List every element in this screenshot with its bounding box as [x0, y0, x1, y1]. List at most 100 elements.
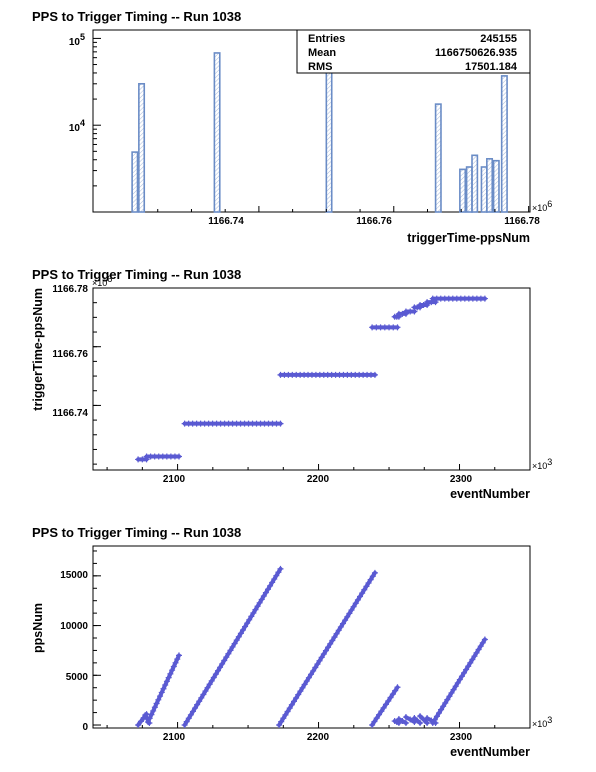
- timing-xtick-label: 2100: [163, 474, 186, 485]
- data-point: [200, 691, 207, 698]
- data-point: [158, 689, 165, 696]
- data-point: [342, 617, 349, 624]
- data-point: [376, 711, 383, 718]
- pps-xtick-label: 2100: [163, 732, 186, 743]
- data-point: [217, 664, 224, 671]
- timing-ytick-label: 1166.76: [52, 349, 88, 360]
- data-point: [288, 701, 295, 708]
- stats-box: Entries 245155 Mean 1166750626.935 RMS 1…: [296, 29, 531, 74]
- histogram-xtick-label: 1166.78: [504, 216, 540, 227]
- data-point: [231, 640, 238, 647]
- pps-xtick-label: 2200: [307, 732, 330, 743]
- data-point: [392, 687, 399, 694]
- histogram-ytick-label: 105: [69, 32, 85, 48]
- data-point: [204, 684, 211, 691]
- timing-scatter-frame: [92, 287, 531, 471]
- data-point: [339, 620, 346, 627]
- data-point: [250, 610, 257, 617]
- data-point: [371, 718, 378, 725]
- data-point: [227, 647, 234, 654]
- timing-ylabel: triggerTime-ppsNum: [31, 288, 45, 411]
- data-point: [329, 637, 336, 644]
- timing-ytick-label: 1166.74: [52, 408, 88, 419]
- data-point: [233, 637, 240, 644]
- data-point: [348, 607, 355, 614]
- pps-scatter-points: [135, 565, 488, 729]
- data-point: [316, 657, 323, 664]
- data-segment: [429, 636, 488, 727]
- pps-xlabel: eventNumber: [450, 745, 530, 759]
- data-point: [438, 706, 445, 713]
- stats-mean-value: 1166750626.935: [435, 47, 517, 59]
- timing-scatter-title: PPS to Trigger Timing -- Run 1038: [32, 267, 241, 282]
- data-point: [144, 719, 151, 726]
- data-segment: [395, 716, 409, 727]
- data-point: [185, 715, 192, 722]
- timing-x-multiplier: ×103: [532, 457, 552, 471]
- data-point: [299, 684, 306, 691]
- data-point: [155, 696, 162, 703]
- data-point: [318, 654, 325, 661]
- data-point: [252, 606, 259, 613]
- data-segment: [391, 313, 402, 320]
- data-point: [262, 589, 269, 596]
- data-point: [365, 579, 372, 586]
- data-point: [275, 569, 282, 576]
- data-point: [322, 647, 329, 654]
- data-point: [424, 715, 431, 722]
- pps-scatter-axes: [93, 550, 496, 728]
- data-point: [202, 688, 209, 695]
- data-point: [333, 630, 340, 637]
- data-segment: [429, 295, 488, 302]
- stats-entries-label: Entries: [308, 33, 345, 45]
- data-point: [206, 681, 213, 688]
- data-point: [446, 693, 453, 700]
- data-point: [369, 722, 376, 729]
- data-point: [346, 610, 353, 617]
- data-point: [269, 579, 276, 586]
- data-point: [371, 569, 378, 576]
- data-point: [271, 576, 278, 583]
- data-point: [293, 694, 300, 701]
- data-point: [198, 694, 205, 701]
- data-point: [165, 674, 172, 681]
- data-point: [407, 716, 414, 723]
- data-point: [277, 565, 284, 572]
- data-point: [477, 643, 484, 650]
- data-point: [454, 679, 461, 686]
- data-point: [148, 711, 155, 718]
- histogram-x-multiplier: ×106: [532, 199, 552, 213]
- data-point: [337, 623, 344, 630]
- data-point: [361, 586, 368, 593]
- pps-x-multiplier: ×103: [532, 715, 552, 729]
- pps-scatter-panel: PPS to Trigger Timing -- Run 1038 2100 2…: [31, 525, 552, 759]
- data-point: [137, 718, 144, 725]
- data-point: [277, 420, 284, 427]
- data-point: [169, 667, 176, 674]
- data-point: [458, 673, 465, 680]
- data-point: [479, 639, 486, 646]
- histogram-xlabel: triggerTime-ppsNum: [407, 231, 530, 245]
- data-segment: [144, 652, 182, 726]
- data-point: [314, 661, 321, 668]
- data-point: [223, 654, 230, 661]
- pps-ytick-label: 15000: [60, 570, 88, 581]
- data-segment: [277, 371, 378, 378]
- data-point: [146, 715, 153, 722]
- data-point: [440, 703, 447, 710]
- data-point: [344, 613, 351, 620]
- data-point: [301, 681, 308, 688]
- data-segment-line: [277, 570, 377, 728]
- data-point: [212, 671, 219, 678]
- histogram-bar: [459, 168, 467, 213]
- data-point: [135, 722, 142, 729]
- data-segment: [143, 453, 182, 460]
- data-point: [442, 699, 449, 706]
- pps-ytick-label: 0: [82, 722, 88, 733]
- data-point: [402, 714, 409, 721]
- data-point: [254, 603, 261, 610]
- data-point: [385, 697, 392, 704]
- data-segment: [276, 569, 378, 729]
- data-point: [352, 600, 359, 607]
- data-point: [305, 674, 312, 681]
